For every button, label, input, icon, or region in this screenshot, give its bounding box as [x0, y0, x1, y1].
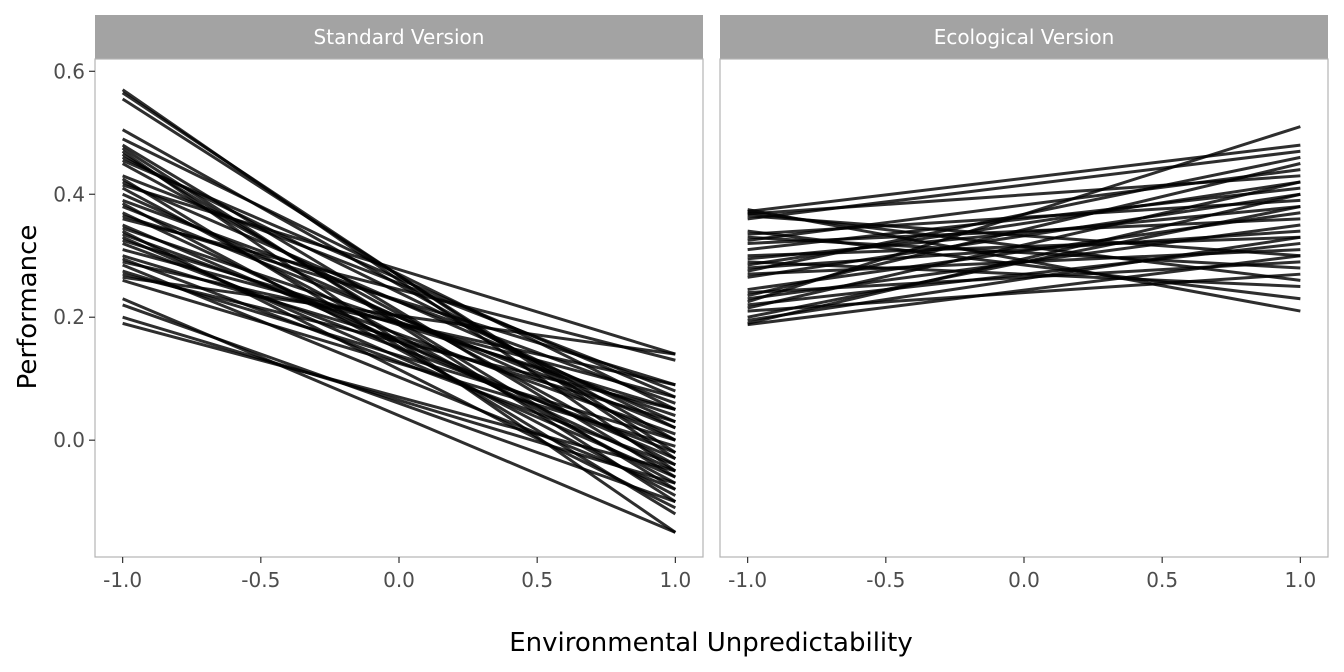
x-tick-label: 0.0 [383, 568, 415, 592]
subject-line-20 [747, 192, 1301, 279]
subject-line-9 [747, 235, 1301, 270]
subject-line-30 [747, 235, 1301, 322]
facet-strip-label: Ecological Version [934, 25, 1115, 49]
subject-line-39 [122, 275, 676, 356]
x-tick-label: -0.5 [241, 568, 280, 592]
y-tick-label: 0.4 [53, 182, 85, 206]
subject-line-31 [747, 192, 1301, 325]
subject-line-16 [122, 183, 676, 356]
x-tick-label: 0.5 [1146, 568, 1178, 592]
x-axis: -1.0 -0.5 0.0 0.5 1.0 [103, 557, 691, 592]
y-axis: 0.0 0.2 0.4 0.6 [53, 59, 95, 452]
subject-line-28 [747, 272, 1301, 313]
series-lines [747, 125, 1301, 327]
x-axis: -1.0 -0.5 0.0 0.5 1.0 [728, 557, 1316, 592]
panel-1: Standard Version -1.0 -0.5 0.0 0.5 1.0 [94, 15, 704, 592]
subject-line-40 [122, 278, 676, 448]
chart-panels: Standard Version-1.0 -0.5 0.0 0.5 1.0Ecologi… [94, 15, 1329, 592]
facet-strip-label: Standard Version [314, 25, 485, 49]
x-tick-label: 1.0 [1284, 568, 1316, 592]
x-tick-label: -1.0 [728, 568, 767, 592]
y-tick-label: 0.6 [53, 59, 85, 83]
subject-line-10 [747, 168, 1301, 242]
subject-line-25 [747, 125, 1301, 304]
subject-line-36 [122, 263, 676, 491]
panel-2: Ecological Version -1.0 -0.5 0.0 0.5 1.0 [719, 15, 1329, 592]
x-tick-label: 1.0 [659, 568, 691, 592]
subject-line-6 [747, 149, 1301, 221]
subject-line-42 [122, 303, 676, 504]
series-lines [121, 88, 677, 534]
subject-line-29 [747, 205, 1301, 319]
x-tick-label: -1.0 [103, 568, 142, 592]
x-axis-title: Environmental Unpredictability [509, 628, 912, 658]
x-tick-label: -0.5 [866, 568, 905, 592]
y-tick-label: 0.2 [53, 305, 85, 329]
subject-line-35 [122, 260, 676, 387]
y-tick-label: 0.0 [53, 428, 85, 452]
facet-strip [720, 15, 1328, 59]
subject-line-44 [122, 321, 676, 473]
subject-line-38 [122, 272, 676, 411]
facet-strip [95, 15, 703, 59]
subject-line-37 [122, 269, 676, 442]
subject-line-12 [747, 186, 1301, 252]
subject-line-27 [747, 180, 1301, 310]
x-tick-label: 0.5 [521, 568, 553, 592]
subject-line-32 [747, 254, 1301, 327]
subject-line-43 [122, 315, 676, 485]
subject-line-24 [122, 217, 676, 362]
subject-line-26 [747, 241, 1301, 307]
y-axis-title: Performance [13, 225, 43, 390]
x-tick-label: 0.0 [1008, 568, 1040, 592]
